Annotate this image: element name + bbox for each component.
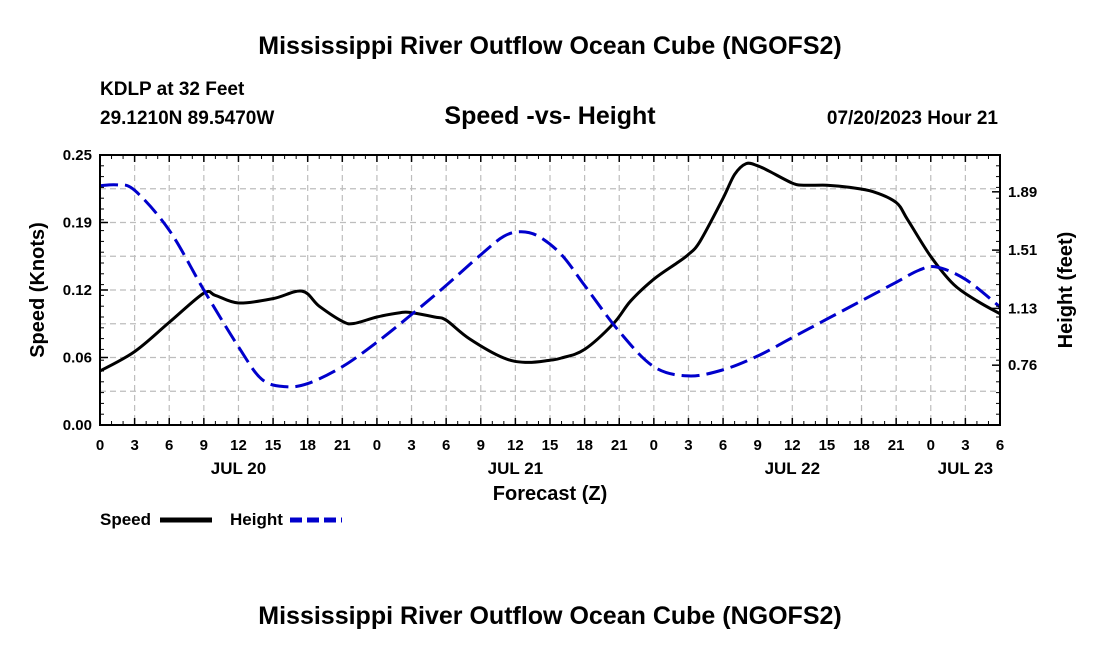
x-tick-label: 6: [719, 437, 727, 454]
x-axis-ticks: 0 3 6 9 12 15 18 21 0 3 6 9 12 15 18 21 0 3 6 9 12 15 18 21 0 3 6: [96, 155, 1004, 454]
left-tick-label: 0.25: [63, 147, 92, 164]
left-tick-label: 0.00: [63, 417, 92, 434]
left-tick-label: 0.06: [63, 350, 92, 367]
x-tick-label: 3: [407, 437, 415, 454]
height-series-line: [99, 183, 1001, 389]
x-tick-label: 3: [961, 437, 969, 454]
legend-speed-label: Speed: [100, 510, 151, 529]
right-axis-ticks: 0.76 1.13 1.51 1.89: [992, 165, 1037, 415]
coordinates-label: 29.1210N 89.5470W: [100, 108, 274, 129]
right-tick-label: 1.89: [1008, 184, 1037, 201]
x-axis-title: Forecast (Z): [493, 483, 607, 505]
x-tick-label: 18: [299, 437, 316, 454]
x-tick-label: 18: [576, 437, 593, 454]
day-label: JUL 23: [938, 459, 993, 478]
day-label: JUL 21: [488, 459, 543, 478]
chart-title: Speed -vs- Height: [444, 102, 656, 130]
grid-lines: [100, 155, 1000, 425]
x-tick-label: 0: [96, 437, 104, 454]
x-tick-label: 15: [542, 437, 559, 454]
x-tick-label: 21: [611, 437, 628, 454]
x-axis-day-labels: JUL 20 JUL 21 JUL 22 JUL 23: [211, 459, 993, 478]
x-tick-label: 3: [130, 437, 138, 454]
x-tick-label: 3: [684, 437, 692, 454]
x-tick-label: 0: [927, 437, 935, 454]
speed-series-line: [99, 161, 1001, 373]
legend-height-label: Height: [230, 510, 283, 529]
right-tick-label: 1.51: [1008, 242, 1037, 259]
figure-title: Mississippi River Outflow Ocean Cube (NG…: [258, 32, 841, 60]
x-tick-label: 12: [230, 437, 247, 454]
station-label: KDLP at 32 Feet: [100, 79, 245, 100]
day-label: JUL 22: [765, 459, 820, 478]
footer-title: Mississippi River Outflow Ocean Cube (NG…: [258, 602, 841, 630]
x-tick-label: 12: [507, 437, 524, 454]
x-tick-label: 21: [334, 437, 351, 454]
x-tick-label: 15: [265, 437, 282, 454]
x-tick-label: 6: [996, 437, 1004, 454]
x-tick-label: 15: [819, 437, 836, 454]
plot-series: [99, 161, 1001, 389]
left-axis-title: Speed (Knots): [27, 222, 49, 358]
x-tick-label: 21: [888, 437, 905, 454]
left-axis-ticks: 0.00 0.06 0.12 0.19 0.25: [63, 147, 108, 434]
right-tick-label: 0.76: [1008, 357, 1037, 374]
left-tick-label: 0.12: [63, 282, 92, 299]
day-label: JUL 20: [211, 459, 266, 478]
x-tick-label: 9: [477, 437, 485, 454]
legend: Speed Height: [100, 510, 342, 529]
x-tick-label: 6: [442, 437, 450, 454]
x-tick-label: 6: [165, 437, 173, 454]
x-tick-label: 0: [650, 437, 658, 454]
x-tick-label: 9: [754, 437, 762, 454]
left-tick-label: 0.19: [63, 215, 92, 232]
x-tick-label: 12: [784, 437, 801, 454]
x-tick-label: 18: [853, 437, 870, 454]
x-tick-label: 9: [200, 437, 208, 454]
right-tick-label: 1.13: [1008, 300, 1037, 317]
x-tick-label: 0: [373, 437, 381, 454]
right-axis-title: Height (feet): [1055, 232, 1077, 349]
date-label: 07/20/2023 Hour 21: [827, 108, 999, 129]
